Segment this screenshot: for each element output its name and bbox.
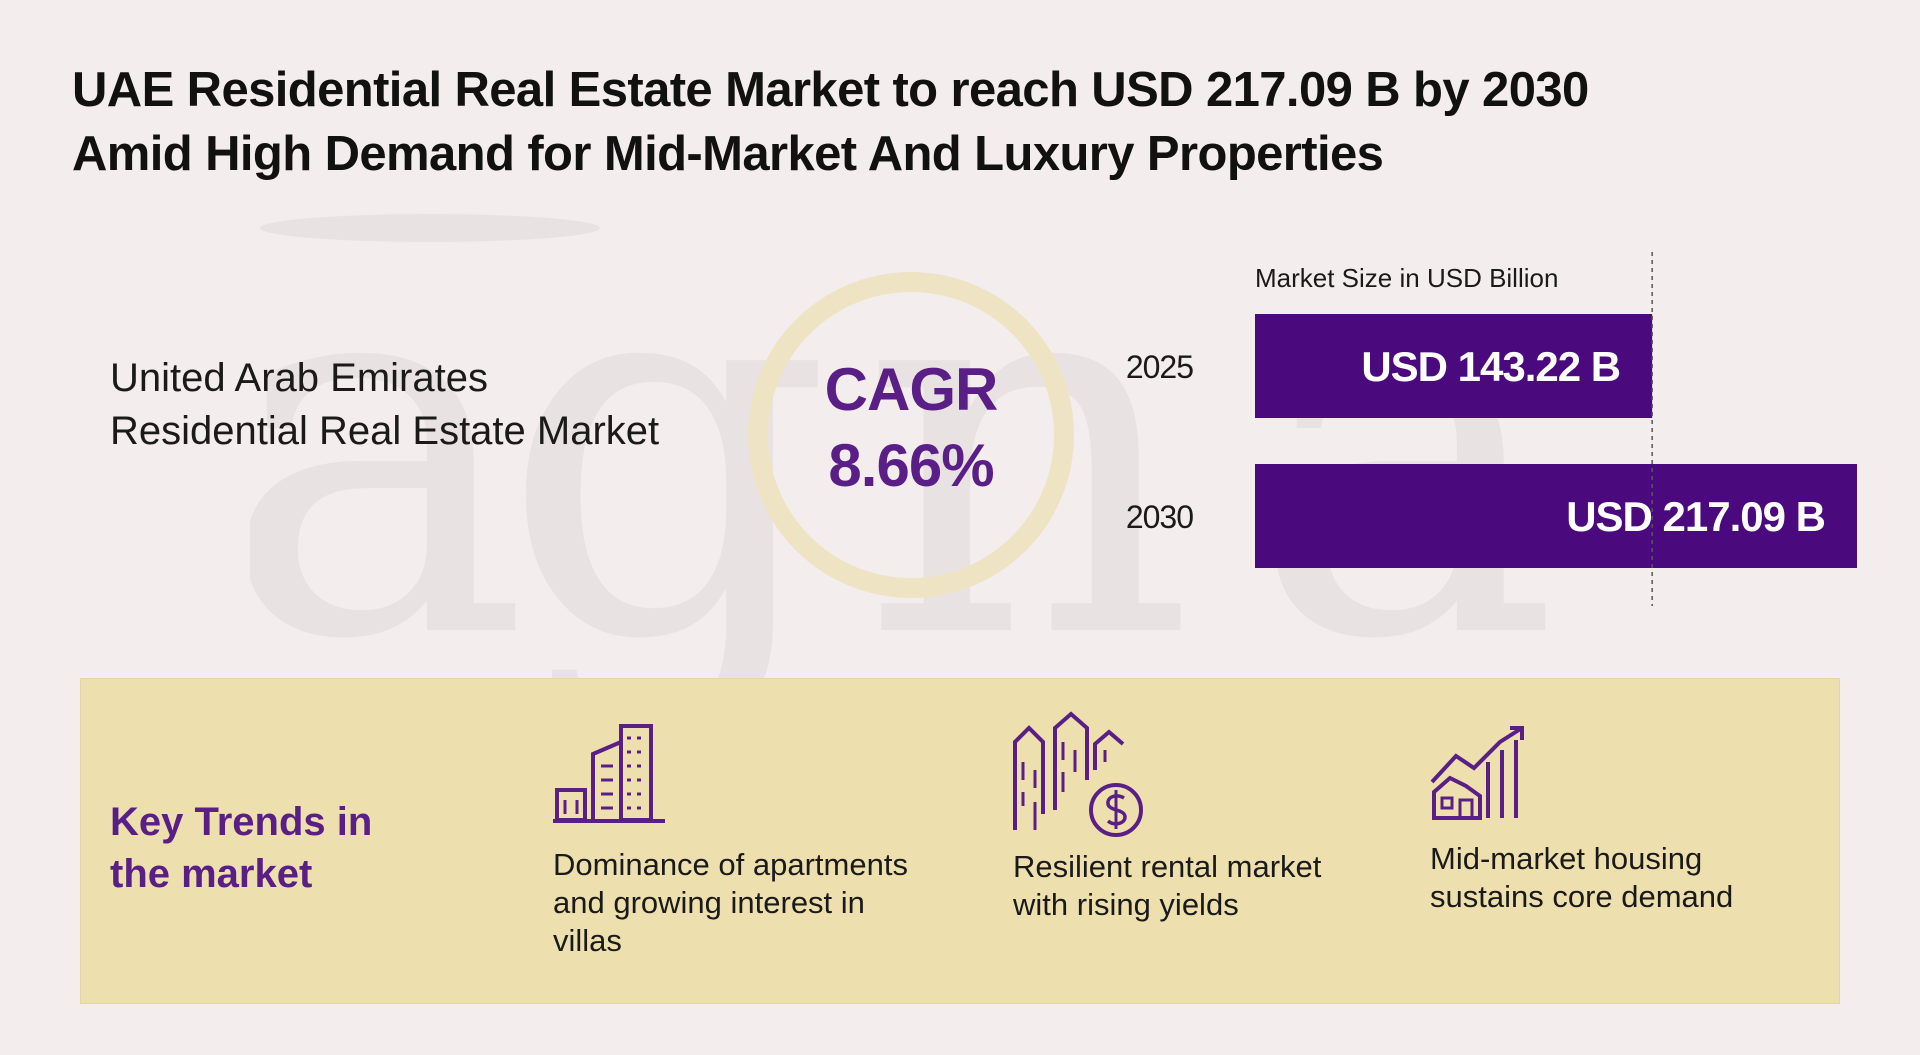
market-name: United Arab Emirates Residential Real Es…: [110, 352, 730, 458]
trend-item: Mid-market housing sustains core demand: [1430, 724, 1790, 914]
bar: [1255, 464, 1857, 568]
market-name-line-1: United Arab Emirates: [110, 356, 488, 400]
key-trends-heading-line-1: Key Trends in: [110, 800, 373, 844]
title-line-1: UAE Residential Real Estate Market to re…: [72, 63, 1589, 117]
trend-text-line: sustains core demand: [1430, 879, 1734, 914]
title-line-2: Amid High Demand for Mid-Market And Luxu…: [72, 127, 1384, 181]
market-name-line-2: Residential Real Estate Market: [110, 409, 660, 453]
buildings-icon: [553, 724, 665, 823]
category-label: 2030: [1126, 499, 1193, 535]
trend-text-line: with rising yields: [1013, 887, 1239, 922]
housing-growth-icon: [1430, 726, 1524, 820]
trend-text-line: and growing interest in: [553, 885, 865, 920]
cagr-block: CAGR 8.66%: [748, 352, 1074, 504]
data-label: USD 143.22 B: [1361, 343, 1620, 390]
category-label: 2025: [1126, 349, 1193, 385]
key-trends-panel: [80, 678, 1840, 1004]
trend-text: Resilient rental market with rising yiel…: [1013, 848, 1321, 924]
trend-text-line: villas: [553, 923, 622, 958]
trend-text: Mid-market housing sustains core demand: [1430, 840, 1733, 916]
chart-title: Market Size in USD Billion: [1255, 263, 1558, 293]
trend-text-line: Mid-market housing: [1430, 841, 1703, 876]
cagr-value: 8.66%: [828, 432, 994, 499]
data-label: USD 217.09 B: [1566, 493, 1825, 540]
bar: [1255, 314, 1653, 418]
trend-text-line: Dominance of apartments: [553, 847, 908, 882]
key-trends-heading-line-2: the market: [110, 852, 313, 896]
trend-text-line: Resilient rental market: [1013, 849, 1322, 884]
page-title: UAE Residential Real Estate Market to re…: [72, 58, 1772, 186]
cagr-label: CAGR: [824, 356, 999, 423]
trend-item: Dominance of apartments and growing inte…: [553, 722, 913, 958]
rental-yield-icon: [1013, 711, 1143, 837]
trend-item: Resilient rental market with rising yiel…: [1013, 710, 1373, 922]
key-trends-heading: Key Trends in the market: [110, 796, 410, 900]
trend-text: Dominance of apartments and growing inte…: [553, 846, 908, 960]
